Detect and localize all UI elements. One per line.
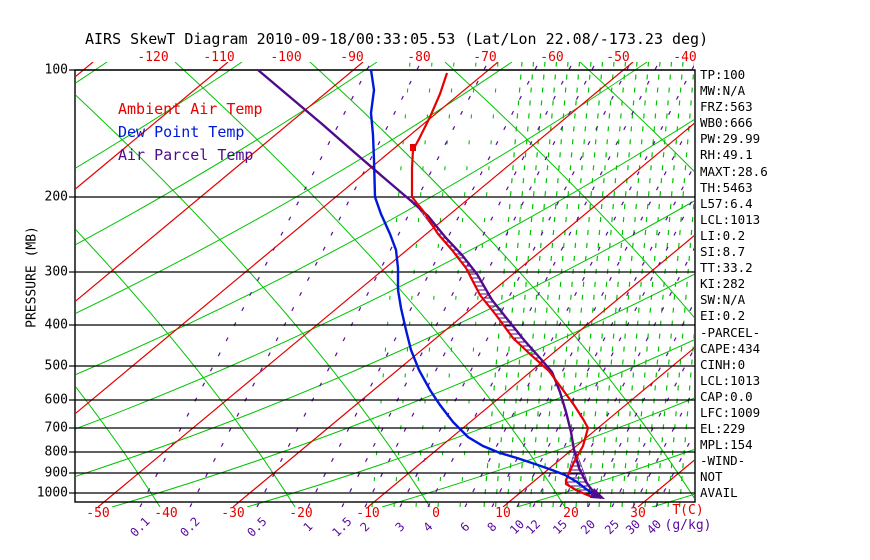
pressure-tick: 200 xyxy=(44,189,68,205)
stat-line: KI:282 xyxy=(700,276,746,292)
legend-ambient-air-temp: Ambient Air Temp xyxy=(118,100,263,118)
top-temp-tick: -40 xyxy=(673,50,697,65)
stat-line: -WIND- xyxy=(700,453,746,469)
pressure-tick: 400 xyxy=(44,317,68,333)
parcel-curve-endpoint xyxy=(590,488,605,499)
sounding-stats-column: TP:100 MW:N/A FRZ:563 WB0:666 PW:29.99 RH:49.… xyxy=(700,67,768,502)
stat-line: EL:229 xyxy=(700,421,746,437)
stat-line: -PARCEL- xyxy=(700,324,761,340)
top-temp-tick: -80 xyxy=(407,50,431,65)
stat-line: CAP:0.0 xyxy=(700,388,753,404)
stat-line: LI:0.2 xyxy=(700,227,746,243)
stat-line: LCL:1013 xyxy=(700,372,761,388)
stat-line: NOT xyxy=(700,469,723,485)
pressure-tick: 700 xyxy=(44,420,68,436)
stat-line: LCL:1013 xyxy=(700,211,761,227)
pressure-tick: 500 xyxy=(44,358,68,374)
pressure-tick: 100 xyxy=(44,62,68,78)
bottom-temp-tick: -40 xyxy=(154,506,178,521)
pressure-tick: 300 xyxy=(44,264,68,280)
stat-line: FRZ:563 xyxy=(700,99,753,115)
ambient-curve-marker xyxy=(410,144,416,151)
stat-line: TH:5463 xyxy=(700,179,753,195)
bottom-temp-tick: -20 xyxy=(289,506,313,521)
stat-line: L57:6.4 xyxy=(700,195,753,211)
stat-line: TT:33.2 xyxy=(700,260,753,276)
bottom-temp-tick: 30 xyxy=(630,506,646,521)
bottom-temp-tick: -10 xyxy=(356,506,380,521)
chart-title: AIRS SkewT Diagram 2010-09-18/00:33:05.5… xyxy=(85,30,709,48)
top-temp-tick: -70 xyxy=(473,50,497,65)
dew-point-temp-curve xyxy=(369,69,602,500)
stat-line: MAXT:28.6 xyxy=(700,163,768,179)
stat-line: AVAIL xyxy=(700,485,738,501)
mixing-axis-unit-label: (g/kg) xyxy=(664,518,712,533)
temp-axis-unit-label: T(C) xyxy=(672,503,704,518)
bottom-temp-tick: -30 xyxy=(221,506,245,521)
pressure-tick: 600 xyxy=(44,392,68,408)
bottom-temp-tick: 10 xyxy=(495,506,511,521)
isobar-gridlines xyxy=(69,69,696,503)
legend-air-parcel-temp: Air Parcel Temp xyxy=(118,146,254,164)
pressure-tick: 800 xyxy=(44,444,68,460)
stat-line: SW:N/A xyxy=(700,292,746,308)
stat-line: EI:0.2 xyxy=(700,308,746,324)
top-temp-tick: -50 xyxy=(606,50,630,65)
top-temp-tick: -120 xyxy=(137,50,169,65)
pressure-tick: 900 xyxy=(44,465,68,481)
bottom-temp-tick: -50 xyxy=(86,506,110,521)
top-temp-tick: -100 xyxy=(270,50,302,65)
ambient-air-temp-curve xyxy=(410,72,593,499)
stat-line: LFC:1009 xyxy=(700,404,761,420)
bottom-temp-tick: 20 xyxy=(563,506,579,521)
stat-line: CINH:0 xyxy=(700,356,746,372)
stat-line: MPL:154 xyxy=(700,437,753,453)
bottom-temp-tick: 0 xyxy=(432,506,440,521)
pressure-tick: 1000 xyxy=(36,485,68,501)
top-temp-tick: -90 xyxy=(340,50,364,65)
legend-dew-point-temp: Dew Point Temp xyxy=(118,123,245,141)
pressure-axis-label: PRESSURE (MB) xyxy=(24,226,40,328)
stat-line: MW:N/A xyxy=(700,83,746,99)
stat-line: TP:100 xyxy=(700,67,746,82)
background-line-families xyxy=(76,62,694,507)
stat-line: SI:8.7 xyxy=(700,244,746,260)
stat-line: WB0:666 xyxy=(700,115,753,131)
stat-line: CAPE:434 xyxy=(700,340,761,356)
stat-line: RH:49.1 xyxy=(700,147,753,163)
top-temp-tick: -110 xyxy=(203,50,235,65)
top-temp-tick: -60 xyxy=(540,50,564,65)
stat-line: PW:29.99 xyxy=(700,131,761,147)
